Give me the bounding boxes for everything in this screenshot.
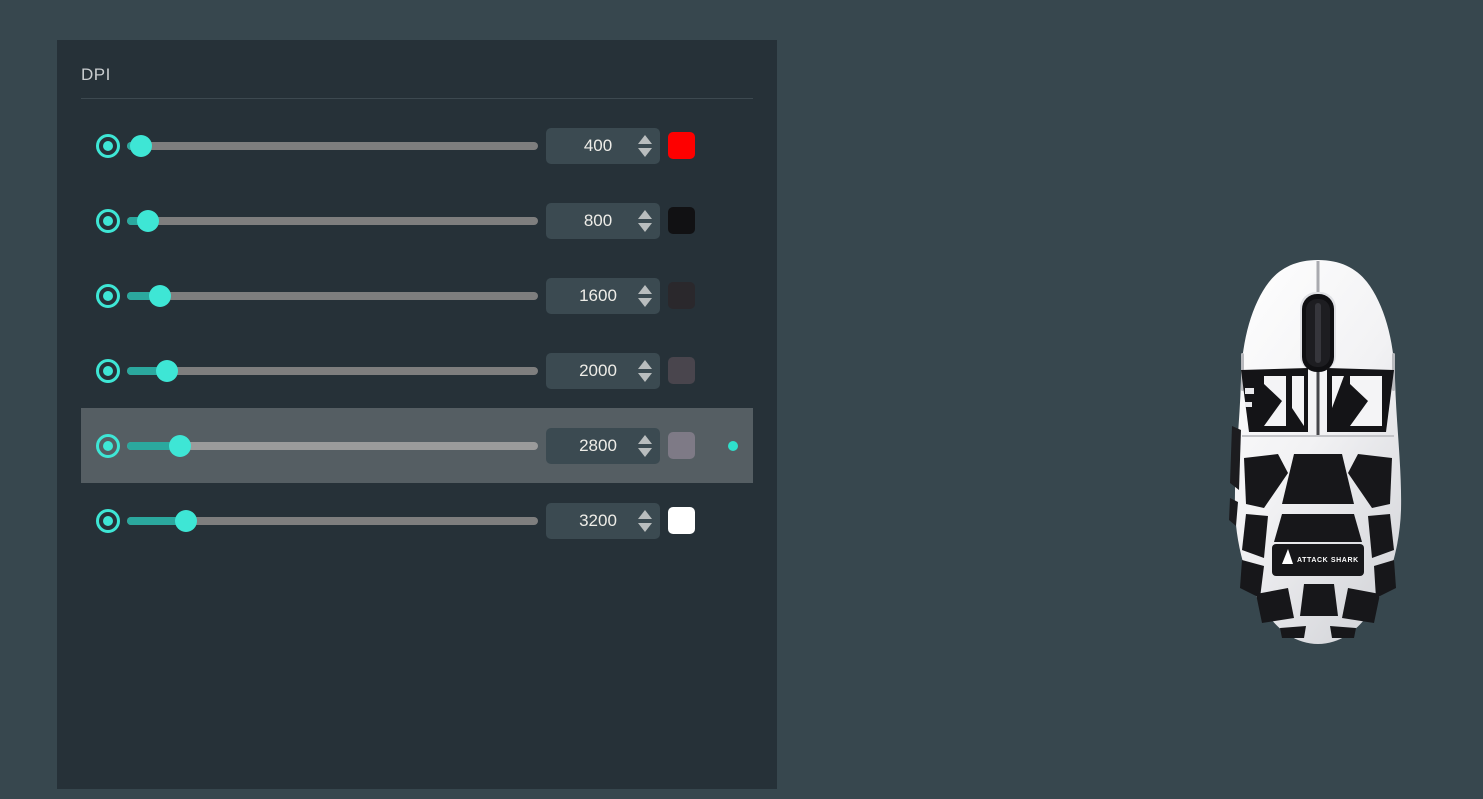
dpi-radio[interactable] [96, 358, 120, 383]
radio-dot-icon [103, 515, 113, 526]
value-spinner [636, 358, 654, 384]
dpi-slider[interactable] [127, 434, 538, 457]
slider-fill [127, 366, 167, 375]
dpi-slider[interactable] [127, 209, 538, 232]
slider-fill [127, 516, 187, 525]
spinner-up-icon[interactable] [638, 284, 652, 294]
dpi-slider[interactable] [127, 134, 538, 157]
dpi-color-swatch[interactable] [668, 432, 695, 459]
brand-logo-text: ATTACK SHARK [1297, 557, 1359, 564]
spinner-down-icon[interactable] [638, 222, 652, 232]
dpi-value-input[interactable]: 2800 [546, 427, 660, 464]
dpi-slider[interactable] [127, 509, 538, 532]
dpi-slider[interactable] [127, 359, 538, 382]
radio-dot-icon [103, 290, 113, 301]
divider [81, 98, 753, 99]
slider-fill [127, 441, 181, 450]
slider-fill [127, 291, 160, 300]
value-spinner [636, 508, 654, 534]
value-spinner [636, 208, 654, 234]
radio-dot-icon [103, 140, 113, 151]
dpi-row-2: 800 [81, 183, 753, 258]
dpi-row-4: 2000 [81, 333, 753, 408]
value-spinner [636, 283, 654, 309]
dpi-row-6: 3200 [81, 483, 753, 558]
dpi-value-input[interactable]: 2000 [546, 352, 660, 389]
brand-logo: ATTACK SHARK [1272, 544, 1364, 576]
spinner-up-icon[interactable] [638, 509, 652, 519]
spinner-down-icon[interactable] [638, 147, 652, 157]
dpi-row-1: 400 [81, 108, 753, 183]
dpi-slider-handle[interactable] [148, 284, 171, 307]
dpi-color-swatch[interactable] [668, 132, 695, 159]
dpi-radio[interactable] [96, 508, 120, 533]
spinner-down-icon[interactable] [638, 297, 652, 307]
spinner-up-icon[interactable] [638, 209, 652, 219]
radio-dot-icon [103, 215, 113, 226]
spinner-up-icon[interactable] [638, 434, 652, 444]
radio-dot-icon [103, 365, 113, 376]
dpi-rows: 400 800 [57, 108, 777, 558]
mouse-image: ATTACK SHARK [1216, 258, 1420, 646]
dpi-value: 2000 [579, 360, 617, 380]
dpi-slider-handle[interactable] [169, 434, 192, 457]
dpi-panel: DPI 400 [57, 40, 777, 789]
dpi-value: 2800 [579, 435, 617, 455]
dpi-value: 3200 [579, 510, 617, 530]
value-spinner [636, 133, 654, 159]
dpi-radio[interactable] [96, 208, 120, 233]
dpi-color-swatch[interactable] [668, 357, 695, 384]
dpi-value: 800 [583, 210, 613, 230]
dpi-value-input[interactable]: 400 [546, 127, 660, 164]
dpi-radio[interactable] [96, 133, 120, 158]
dpi-slider-handle[interactable] [175, 509, 198, 532]
dpi-row-5-active: 2800 [81, 408, 753, 483]
panel-title: DPI [81, 65, 111, 84]
spinner-down-icon[interactable] [638, 372, 652, 382]
value-spinner [636, 433, 654, 459]
active-dpi-indicator-icon [728, 440, 738, 451]
dpi-value: 1600 [579, 285, 617, 305]
spinner-down-icon[interactable] [638, 522, 652, 532]
dpi-row-3: 1600 [81, 258, 753, 333]
dpi-value-input[interactable]: 3200 [546, 502, 660, 539]
dpi-value-input[interactable]: 800 [546, 202, 660, 239]
mouse-svg: ATTACK SHARK [1229, 260, 1402, 644]
dpi-slider-handle[interactable] [136, 209, 159, 232]
dpi-color-swatch[interactable] [668, 507, 695, 534]
dpi-value: 400 [583, 135, 613, 155]
shark-fin-icon [1282, 549, 1293, 564]
spinner-up-icon[interactable] [638, 134, 652, 144]
dpi-slider-handle[interactable] [129, 134, 152, 157]
dpi-slider[interactable] [127, 284, 538, 307]
dpi-color-swatch[interactable] [668, 282, 695, 309]
dpi-value-input[interactable]: 1600 [546, 277, 660, 314]
dpi-radio[interactable] [96, 433, 120, 458]
dpi-radio[interactable] [96, 283, 120, 308]
radio-dot-icon [103, 440, 113, 451]
spinner-down-icon[interactable] [638, 447, 652, 457]
dpi-slider-handle[interactable] [155, 359, 178, 382]
spinner-up-icon[interactable] [638, 359, 652, 369]
dpi-color-swatch[interactable] [668, 207, 695, 234]
